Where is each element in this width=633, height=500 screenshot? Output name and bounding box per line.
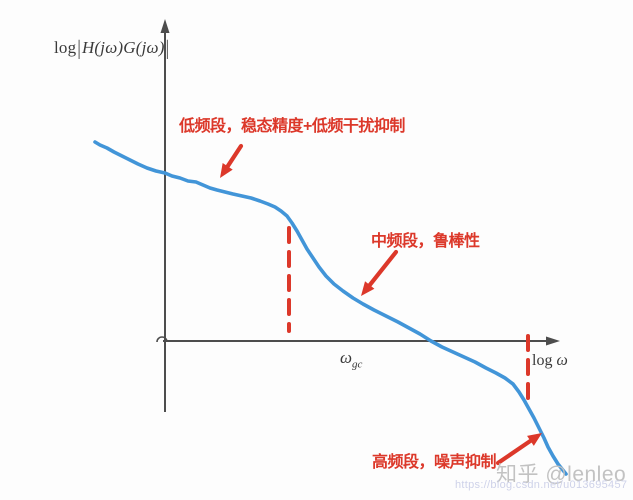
annotation-arrow-shaft-1 (365, 249, 399, 290)
left-abs-bar: | (77, 35, 81, 60)
origin-hook (156, 336, 168, 343)
gc-subscript: gc (352, 358, 363, 371)
y-axis-label-expression: H(jω)G(jω) (81, 38, 165, 57)
omega-symbol: ω (340, 348, 353, 367)
annotation-arrow-shaft-0 (223, 143, 244, 171)
watermark-url: https://blog.csdn.net/u013695457 (455, 479, 628, 491)
annotation-arrow-head-2 (527, 433, 542, 446)
magnitude-curve (93, 140, 568, 476)
x-axis-label: log ω (532, 352, 568, 370)
y-axis-label: log|H(jω)G(jω)| (54, 35, 170, 60)
annotation-low-frequency: 低频段，稳态精度+低频干扰抑制 (179, 118, 405, 135)
y-axis-arrowhead (160, 19, 170, 33)
annotation-arrow-shaft-2 (495, 437, 536, 466)
x-axis-label-omega: ω (556, 352, 568, 369)
x-axis-arrowhead (546, 336, 560, 346)
annotation-high-frequency: 高频段，噪声抑制 (372, 454, 497, 471)
x-axis-label-log: log (532, 352, 553, 369)
annotation-arrow-head-0 (220, 163, 233, 178)
annotation-arrow-head-1 (361, 281, 375, 296)
gain-crossover-label: ωgc (340, 348, 362, 370)
right-abs-bar: | (165, 35, 170, 60)
watermark-zhihu: 知乎 @lenleo (496, 463, 627, 486)
y-axis-label-log: log (54, 38, 77, 57)
annotation-mid-frequency: 中频段，鲁棒性 (371, 233, 480, 250)
